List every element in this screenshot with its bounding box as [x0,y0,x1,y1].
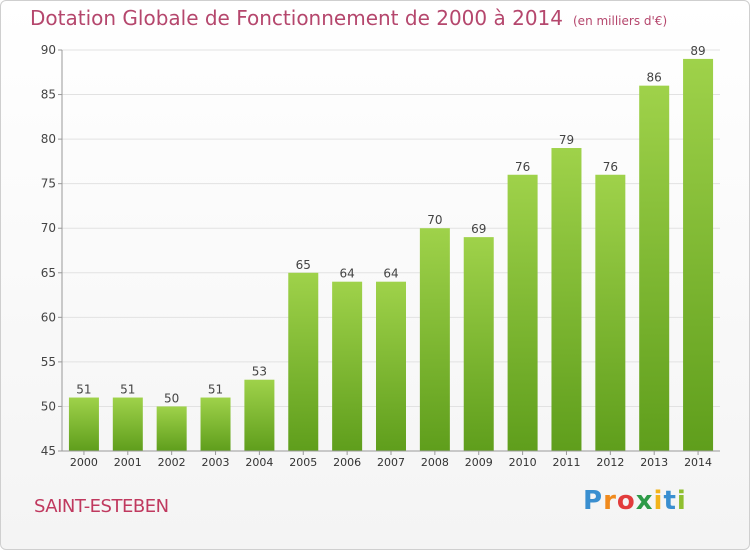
data-label: 76 [603,160,618,174]
data-label: 51 [120,383,135,397]
y-tick-label: 90 [41,43,56,57]
data-label: 76 [515,160,530,174]
chart-title-text: Dotation Globale de Fonctionnement de 20… [30,6,563,30]
bar [376,281,406,451]
data-label: 53 [252,365,267,379]
bar [683,58,714,452]
x-tick-label: 2010 [509,456,537,469]
data-label: 64 [383,267,398,281]
x-tick-label: 2013 [640,456,668,469]
data-label: 64 [339,267,354,281]
bar [639,85,670,452]
bar [68,397,99,451]
bar [200,397,231,451]
x-tick-label: 2011 [552,456,580,469]
bar [507,174,538,451]
x-tick-label: 2001 [114,456,142,469]
x-tick-label: 2007 [377,456,405,469]
data-label: 86 [647,71,662,85]
x-tick-label: 2004 [245,456,273,469]
x-tick-label: 2008 [421,456,449,469]
y-axis: 45 50 55 60 65 70 75 80 85 90 [41,43,63,458]
bar [463,237,494,451]
bars: 51 51 50 51 53 65 64 64 70 69 76 79 76 86 89 [68,44,714,452]
x-axis: 2000 2001 2002 2003 2004 2005 2006 2007 2008 2009… [62,450,720,469]
x-tick-label: 2002 [158,456,186,469]
bar [595,174,626,451]
data-label: 79 [559,133,574,147]
bar [156,406,187,451]
proxiti-logo[interactable]: Proxiti [583,486,687,516]
x-tick-label: 2000 [70,456,98,469]
y-tick-label: 65 [41,266,56,280]
bar [551,148,582,451]
x-tick-label: 2005 [289,456,317,469]
data-label: 50 [164,391,179,405]
bar [332,281,363,451]
x-tick-label: 2003 [202,456,230,469]
bar [112,397,143,451]
commune-name: SAINT-ESTEBEN [34,496,169,517]
x-tick-label: 2009 [465,456,493,469]
y-tick-label: 85 [41,88,56,102]
x-tick-label: 2012 [596,456,624,469]
y-tick-label: 55 [41,355,56,369]
y-tick-label: 45 [41,444,56,458]
data-label: 69 [471,222,486,236]
data-label: 70 [427,213,442,227]
bar [244,379,275,451]
y-tick-label: 50 [41,399,56,413]
data-label: 51 [76,383,91,397]
bar [288,272,319,451]
data-label: 51 [208,383,223,397]
chart-subtitle: (en milliers d'€) [573,14,668,28]
bar [419,228,450,451]
x-tick-label: 2006 [333,456,361,469]
y-tick-label: 70 [41,221,56,235]
chart-title: Dotation Globale de Fonctionnement de 20… [30,6,667,30]
y-tick-label: 75 [41,177,56,191]
data-label: 89 [690,44,705,58]
x-tick-label: 2014 [684,456,712,469]
data-label: 65 [296,258,311,272]
y-tick-label: 60 [41,310,56,324]
y-tick-label: 80 [41,132,56,146]
